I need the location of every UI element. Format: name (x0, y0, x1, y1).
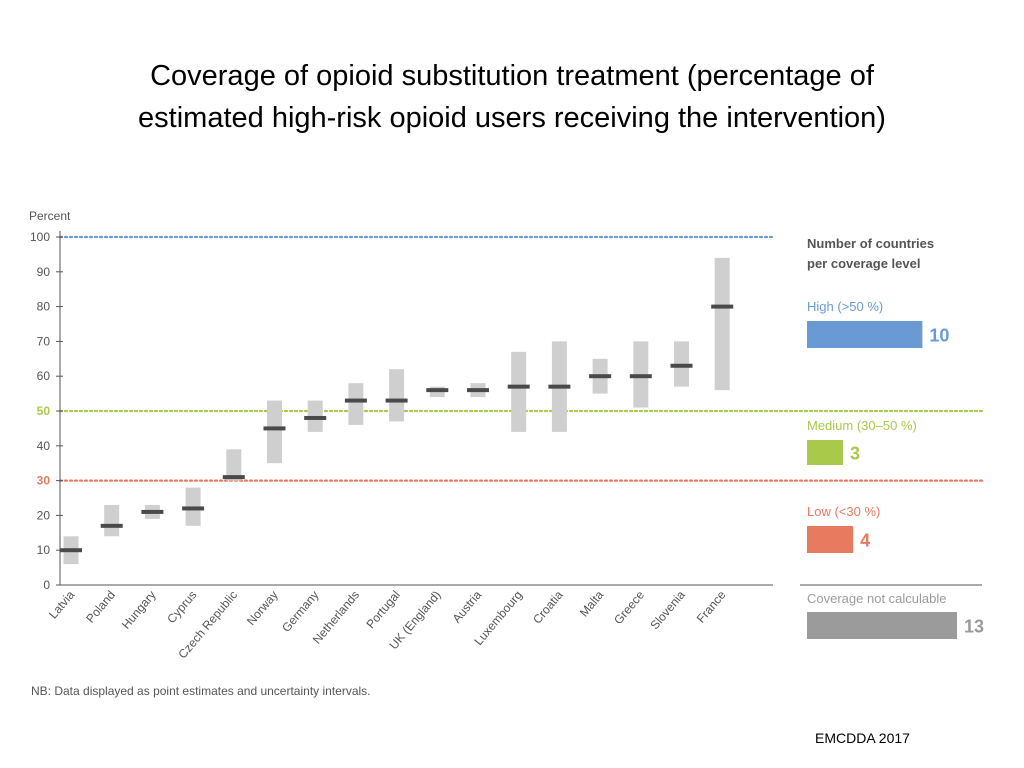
source-credit: EMCDDA 2017 (815, 730, 910, 746)
uncertainty-bar-12 (511, 351, 527, 432)
panel-title-line-1: Number of countries (807, 236, 934, 251)
x-tick-label-7: Germany (279, 588, 321, 635)
x-tick-label-11: Austria (450, 588, 485, 626)
y-tick-label-10: 10 (37, 543, 51, 557)
x-tick-label-9: Portugal (363, 588, 402, 631)
y-axis: 0 10 20 30 40 50 60 70 80 90 100 (30, 230, 773, 592)
y-tick-label-90: 90 (37, 265, 51, 279)
level-bar-3 (807, 526, 854, 553)
level-label-4: Coverage not calculable (807, 591, 946, 606)
slide-title: Coverage of opioid substitution treatmen… (60, 55, 964, 139)
y-tick-label-100: 100 (30, 230, 50, 244)
uncertainty-bar-9 (389, 369, 405, 422)
uncertainty-bar-6 (267, 400, 282, 464)
coverage-level-panel: High (>50 %) 10 Medium (30–50 %) 3 Low (<30 … (800, 299, 984, 639)
level-label-3: Low (<30 %) (807, 504, 880, 519)
level-count-3: 4 (860, 531, 870, 551)
y-tick-label-80: 80 (37, 300, 51, 314)
y-tick-label-20: 20 (37, 508, 51, 522)
point-estimate-10 (426, 388, 449, 393)
level-label-2: Medium (30–50 %) (807, 418, 917, 433)
slide-title-line-1: Coverage of opioid substitution treatmen… (150, 60, 874, 92)
point-estimate-3 (141, 509, 164, 514)
x-tick-label-3: Hungary (119, 588, 159, 632)
x-tick-label-17: France (694, 588, 729, 626)
point-estimate-9 (385, 398, 408, 403)
uncertainty-bar-8 (348, 383, 364, 425)
y-tick-label-0: 0 (43, 578, 50, 592)
point-estimate-7 (304, 415, 327, 420)
x-tick-label-14: Malta (577, 588, 607, 620)
point-estimate-1 (60, 548, 82, 553)
level-bar-2 (807, 440, 843, 465)
uncertainty-bar-2 (104, 504, 120, 537)
y-tick-label-70: 70 (37, 334, 51, 348)
uncertainty-bar-17 (714, 257, 730, 391)
point-estimate-5 (222, 475, 245, 480)
point-estimate-13 (548, 384, 571, 389)
level-count-2: 3 (850, 444, 860, 464)
point-estimate-15 (629, 374, 652, 379)
point-estimate-2 (100, 523, 123, 528)
point-estimate-6 (263, 426, 286, 431)
point-estimate-16 (670, 363, 693, 368)
point-estimate-11 (467, 388, 489, 393)
y-tick-label-40: 40 (37, 439, 51, 453)
y-axis-title: Percent (29, 209, 71, 223)
x-tick-label-6: Norway (244, 588, 281, 628)
y-tick-label-60: 60 (37, 369, 51, 383)
point-estimate-17 (711, 304, 734, 309)
point-estimate-4 (182, 506, 205, 511)
level-bar-1 (807, 321, 923, 348)
x-tick-label-4: Cyprus (164, 588, 199, 626)
uncertainty-bar-5 (226, 449, 242, 481)
x-tick-label-1: Latvia (46, 588, 78, 622)
level-label-1: High (>50 %) (807, 299, 883, 314)
point-estimate-14 (589, 374, 612, 379)
point-estimate-12 (507, 384, 530, 389)
level-bar-4 (807, 612, 957, 639)
level-count-4: 13 (964, 617, 984, 637)
x-tick-label-2: Poland (83, 588, 118, 626)
x-tick-label-16: Slovenia (647, 588, 688, 633)
panel-title-line-2: per coverage level (807, 256, 920, 271)
point-estimate-8 (344, 398, 367, 403)
level-count-1: 10 (929, 326, 949, 346)
x-tick-label-13: Croatia (530, 588, 566, 627)
x-tick-label-15: Greece (611, 588, 647, 627)
point-estimates (60, 304, 734, 553)
y-tick-label-30: 30 (37, 474, 51, 488)
chart-note: NB: Data displayed as point estimates an… (31, 684, 371, 698)
y-tick-label-50: 50 (37, 404, 51, 418)
slide-title-line-2: estimated high-risk opioid users receivi… (138, 102, 886, 134)
